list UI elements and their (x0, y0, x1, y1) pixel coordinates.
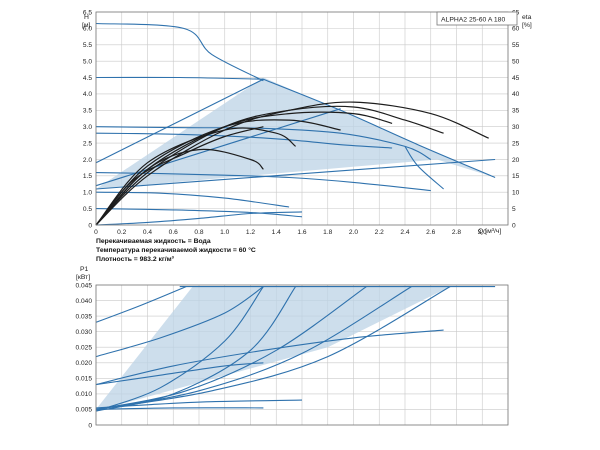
x-tick-label: 1.6 (297, 229, 306, 236)
pump-curve (95, 78, 264, 164)
power-curve (95, 407, 264, 410)
y-tick-label: 3.5 (83, 108, 92, 115)
x-tick-label: 2.2 (375, 229, 384, 236)
efficiency-curve (95, 105, 444, 226)
y-tick-label: 0.030 (75, 329, 92, 336)
y-tick-label: 2.5 (83, 140, 92, 147)
y-tick-label: 5.5 (83, 42, 92, 49)
x-tick-label: 2.4 (400, 229, 409, 236)
note-density: Плотность = 983.2 кг/м³ (96, 256, 175, 263)
power-curve (95, 286, 451, 410)
operating-range-area (96, 77, 496, 189)
y-axis-label-right: eta (522, 14, 532, 21)
y-tick-label: 0.040 (75, 298, 92, 305)
y-axis-label-bottom-p1: P1 (80, 266, 89, 273)
pump-curve (95, 22, 264, 82)
x-tick-label: 2.8 (452, 229, 461, 236)
y-tick-label: 0 (88, 422, 92, 429)
note-liquid: Перекачиваемая жидкость = Вода (96, 238, 211, 245)
y-right-tick-label: 15 (512, 173, 520, 180)
power-curve (95, 329, 444, 386)
efficiency-curve (95, 148, 264, 226)
y-right-tick-label: 55 (512, 42, 520, 49)
pump-curve (95, 76, 264, 80)
y-tick-label: 1.0 (83, 190, 92, 197)
power-curve (95, 286, 264, 412)
x-tick-label: 2.6 (426, 229, 435, 236)
y-right-tick-label: 25 (512, 140, 520, 147)
y-tick-label: 0.010 (75, 391, 92, 398)
x-axis-label: Q [м³/ч] (478, 228, 501, 235)
x-tick-label: 0.2 (117, 229, 126, 236)
y-right-tick-label: 10 (512, 190, 520, 197)
y-tick-label: 0.005 (75, 407, 92, 414)
efficiency-curve (95, 126, 264, 226)
x-tick-label: 0 (94, 229, 98, 236)
y-right-tick-label: 60 (512, 26, 520, 33)
power-curve (95, 399, 303, 409)
x-tick-label: 1.4 (272, 229, 281, 236)
head-efficiency-panel: 0 0.5 1.0 1.5 2.0 2.5 3.0 3.5 4.0 4.5 5.0 5.5 6.0 6.5… (83, 9, 520, 236)
y-right-tick-label: 40 (512, 91, 520, 98)
y-right-tick-label: 50 (512, 58, 520, 65)
y-tick-label: 0.035 (75, 313, 92, 320)
y-axis-label-top-h: H (84, 14, 89, 21)
y-axis-label-right-unit: [%] (522, 22, 532, 29)
x-tick-label: 2.0 (349, 229, 358, 236)
y-tick-label: 6.5 (83, 9, 92, 16)
x-tick-label: 0.4 (143, 229, 152, 236)
x-tick-label: 1.0 (220, 229, 229, 236)
pump-curve (95, 191, 290, 208)
power-curve (95, 362, 264, 386)
y-right-tick-label: 20 (512, 157, 520, 164)
y-tick-label: 6.0 (83, 26, 92, 33)
power-curve (95, 286, 264, 358)
y-right-tick-label: 30 (512, 124, 520, 131)
pump-curve (95, 172, 431, 192)
chart-title: ALPHA2 25-60 A 180 (441, 17, 505, 24)
x-tick-label: 1.8 (323, 229, 332, 236)
y-right-tick-label: 5 (512, 206, 516, 213)
chart-title-box (436, 11, 518, 26)
pump-curve (263, 78, 496, 179)
plot-frame (95, 284, 509, 426)
y-tick-label: 4.5 (83, 75, 92, 82)
y-tick-label: 0.015 (75, 376, 92, 383)
y-tick-label: 5.0 (83, 58, 92, 65)
y-tick-label: 3.0 (83, 124, 92, 131)
y-tick-label: 2.0 (83, 157, 92, 164)
x-tick-label: 0.6 (169, 229, 178, 236)
y-tick-label: 1.5 (83, 173, 92, 180)
x-tick-label: 1.2 (246, 229, 255, 236)
note-temperature: Температура перекачиваемой жидкости = 60… (96, 246, 256, 254)
power-curve (95, 286, 367, 410)
power-panel: 0 0.005 0.010 0.015 0.020 0.025 0.030 0.035 0.04… (75, 282, 509, 429)
y-tick-label: 0.045 (75, 282, 92, 289)
x-tick-label: 3.0 (478, 229, 487, 236)
pump-curve (95, 108, 341, 187)
power-curve (95, 286, 412, 410)
y-tick-label: 0.025 (75, 345, 92, 352)
pump-curve (95, 211, 303, 226)
y-right-tick-label: 35 (512, 108, 520, 115)
x-tick-label: 0.8 (194, 229, 203, 236)
efficiency-curve (95, 127, 296, 226)
pump-curve (95, 158, 496, 190)
y-tick-label: 4.0 (83, 91, 92, 98)
plot-frame (95, 11, 509, 226)
y-axis-label-top-unit: [м] (82, 22, 91, 29)
pump-curve (404, 146, 444, 190)
y-tick-label: 0.5 (83, 206, 92, 213)
y-axis-label-bottom-unit: [кВт] (76, 274, 90, 281)
y-tick-label: 0.020 (75, 360, 92, 367)
power-curve (95, 286, 187, 323)
y-right-tick-label: 0 (512, 222, 516, 229)
y-right-tick-label: 45 (512, 75, 520, 82)
pump-curve (95, 208, 303, 218)
y-tick-label: 0 (88, 222, 92, 229)
